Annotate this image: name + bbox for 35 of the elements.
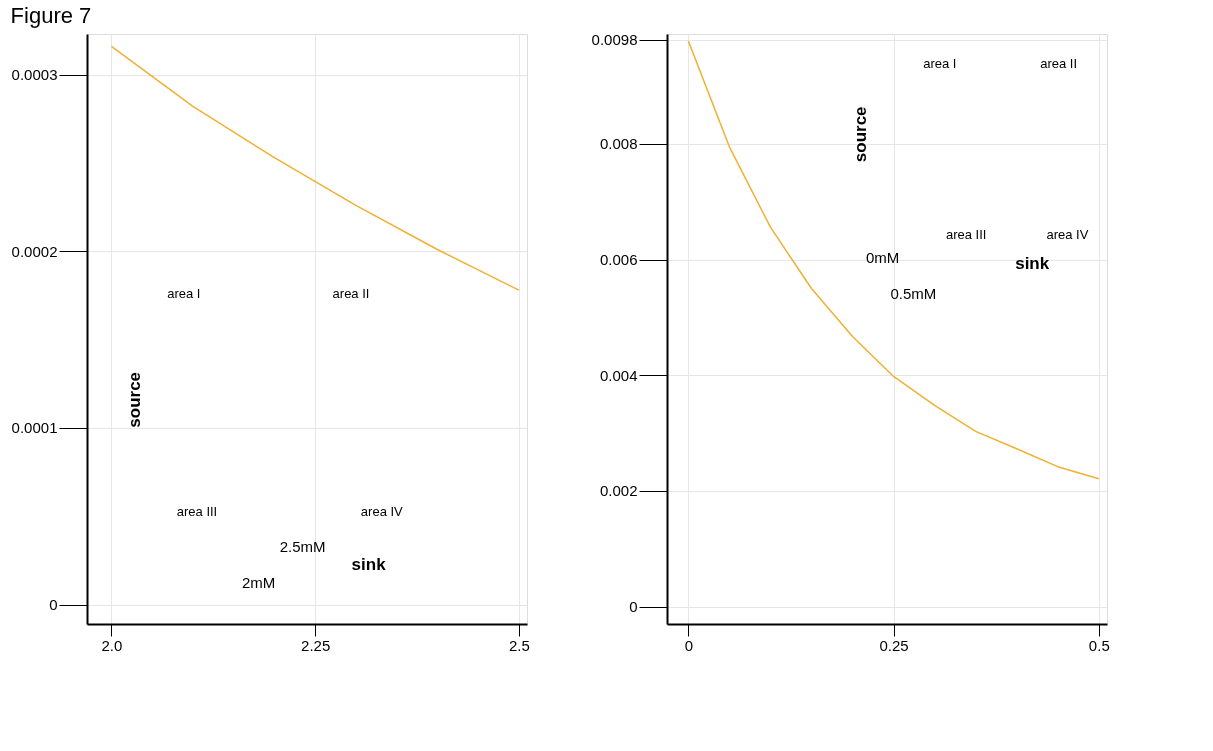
x-tick-label: 0 (684, 636, 694, 654)
y-tick-label: 0.008 (599, 135, 638, 153)
annotation: sink (1015, 254, 1050, 274)
x-tick-label: 0.5 (1088, 636, 1110, 654)
y-tick-label: 0 (49, 596, 58, 614)
annotation: area III (176, 503, 218, 519)
y-tick-label: 0 (629, 598, 638, 616)
x-tick-label: 2.5 (508, 636, 530, 654)
annotation: source (850, 106, 870, 163)
annotation: area I (923, 55, 957, 71)
annotation: sink (351, 555, 387, 574)
annotation: area III (945, 226, 987, 242)
x-tick-label: 0.25 (879, 636, 909, 654)
annotation: area IV (360, 503, 404, 519)
annotation: area I (167, 285, 201, 301)
annotation: 2mM (241, 573, 276, 591)
annotation: area IV (1046, 226, 1089, 242)
y-tick-label: 0.004 (599, 366, 638, 384)
annotation: area II (1040, 55, 1078, 71)
annotation: area II (332, 285, 370, 301)
annotation: 0mM (865, 249, 900, 267)
y-tick-label: 0.0001 (11, 419, 58, 437)
annotation: 2.5mM (279, 538, 326, 556)
line-series (687, 40, 1100, 480)
x-tick-label: 2.0 (101, 636, 123, 654)
annotation: source (125, 371, 145, 428)
line-series (110, 45, 520, 291)
y-tick-label: 0.0003 (11, 66, 58, 84)
y-tick-label: 0.006 (599, 251, 638, 269)
chart-title: Figure 7 (10, 3, 92, 29)
y-tick-label: 0.0098 (591, 31, 638, 49)
y-tick-label: 0.002 (599, 482, 638, 500)
y-tick-label: 0.0002 (11, 242, 58, 260)
annotation: 0.5mM (890, 284, 937, 302)
x-tick-label: 2.25 (301, 636, 331, 654)
